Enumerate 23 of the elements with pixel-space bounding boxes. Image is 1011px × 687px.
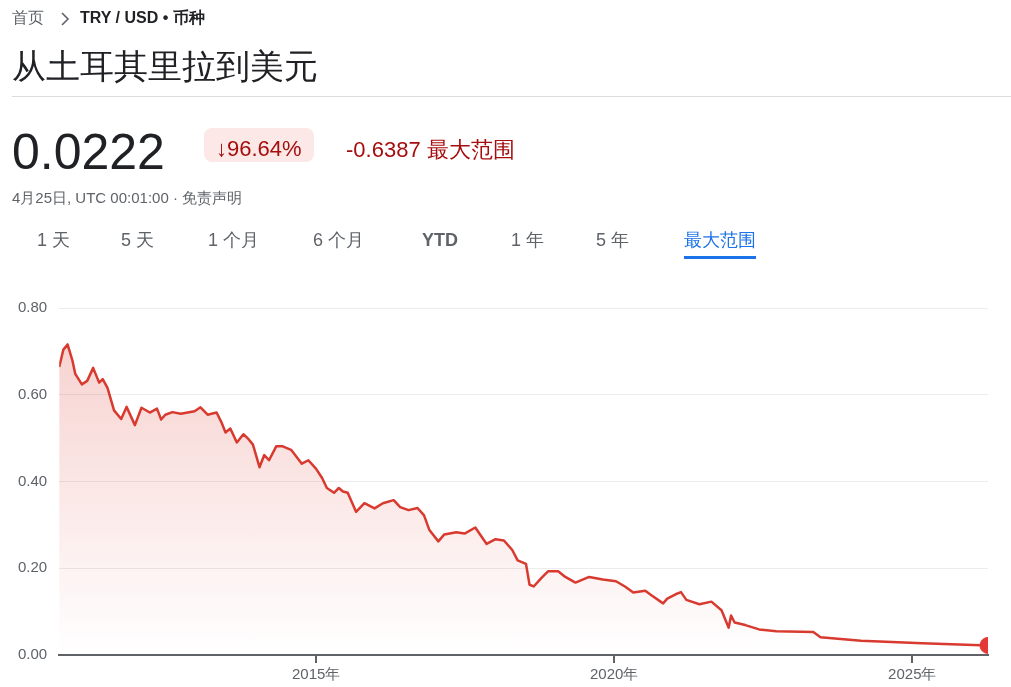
text: 1 天: [37, 230, 71, 252]
text: YTD: [422, 230, 458, 252]
text: 5 天: [121, 230, 155, 252]
y-tick-label: 0.60: [17, 384, 48, 402]
y-tick-label: 0.20: [17, 558, 48, 576]
y-tick-label: 0.00: [17, 645, 48, 663]
text: ↓96.64%: [204, 128, 314, 163]
text: 0.0222: [12, 123, 165, 182]
text: 1 年: [511, 230, 545, 252]
text: 4月25日, UTC 00:01:00 · 免责声明: [12, 189, 243, 207]
x-tick-label: 2020年: [590, 665, 639, 683]
chart-title: 从土耳其里拉到美元: [12, 46, 318, 87]
text: -0.6387 最大范围: [346, 137, 515, 164]
text: 6 个月: [313, 230, 365, 252]
x-tick-label: 2015年: [291, 665, 341, 683]
text: 5 年: [596, 230, 630, 252]
text: 首页: [12, 8, 44, 28]
x-tick-label: 2025年: [888, 665, 937, 683]
text: TRY / USD • 币种: [80, 8, 205, 28]
text: 1 个月: [208, 230, 260, 252]
text: 最大范围: [684, 230, 756, 259]
y-tick-label: 0.40: [17, 471, 48, 489]
y-tick-label: 0.80: [17, 298, 48, 316]
